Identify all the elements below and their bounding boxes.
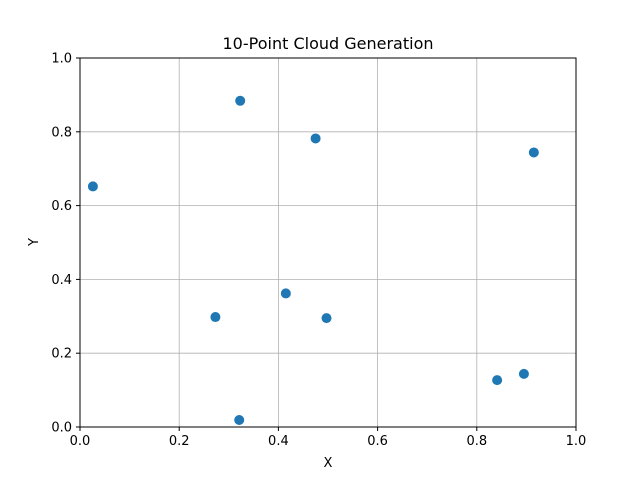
- y-tick-label: 0.8: [51, 125, 72, 140]
- scatter-point: [87, 181, 98, 192]
- y-axis-ticks: 0.0 0.2 0.4 0.6 0.8 1.0: [51, 52, 80, 436]
- y-tick-label: 0.4: [51, 273, 72, 288]
- scatter-point: [310, 133, 321, 144]
- scatter-point: [235, 95, 246, 106]
- axes-frame: [79, 57, 577, 428]
- x-tick-label: 0.8: [466, 434, 487, 449]
- y-tick-label: 0.0: [51, 421, 72, 436]
- scatter-point: [234, 414, 245, 425]
- y-axis-label: Y: [27, 238, 42, 247]
- scatter-point: [210, 312, 221, 323]
- grid: [79, 57, 577, 428]
- scatter-point: [492, 375, 503, 386]
- x-tick-label: 0.4: [268, 434, 289, 449]
- scatter-point: [280, 288, 291, 299]
- chart-title: 10-Point Cloud Generation: [223, 34, 434, 53]
- scatter-point: [321, 313, 332, 324]
- scatter-point: [518, 368, 529, 379]
- y-tick-label: 0.6: [51, 199, 72, 214]
- x-tick-label: 0.0: [70, 434, 91, 449]
- x-tick-label: 0.6: [367, 434, 388, 449]
- x-axis-ticks: 0.0 0.2 0.4 0.6 0.8 1.0: [70, 427, 587, 449]
- x-tick-label: 1.0: [566, 434, 587, 449]
- x-tick-label: 0.2: [169, 434, 190, 449]
- scatter-point: [528, 147, 539, 158]
- data-points: [87, 95, 539, 425]
- plot-area: [80, 58, 576, 427]
- y-tick-label: 1.0: [51, 52, 72, 67]
- x-axis-label: X: [324, 456, 333, 471]
- y-tick-label: 0.2: [51, 347, 72, 362]
